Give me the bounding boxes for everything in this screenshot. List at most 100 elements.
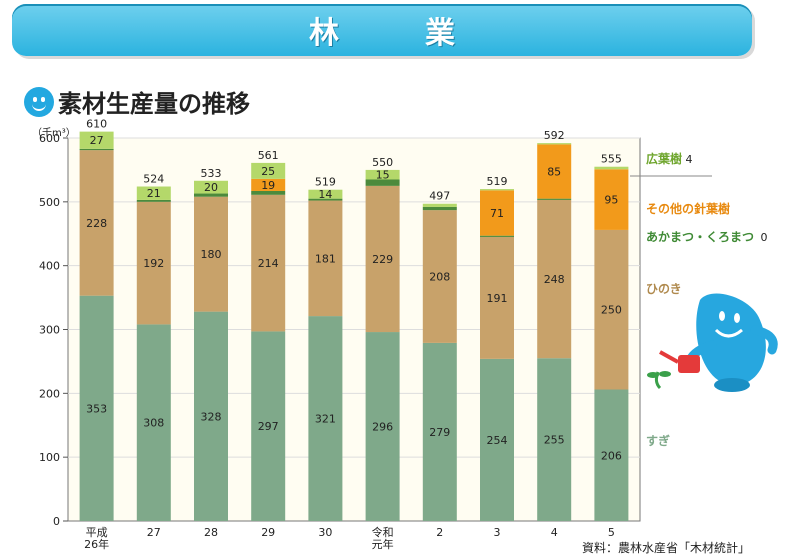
bar-segment bbox=[136, 324, 171, 521]
bar-segment bbox=[537, 198, 572, 200]
data-label: 27 bbox=[90, 134, 104, 147]
data-label: 206 bbox=[601, 449, 622, 462]
bar-segment bbox=[365, 185, 400, 333]
data-label: 192 bbox=[143, 257, 164, 270]
legend-label: あかまつ・くろまつ bbox=[646, 230, 754, 244]
bar-segment bbox=[422, 342, 457, 521]
page-title: 林 業 bbox=[309, 16, 483, 51]
total-label: 555 bbox=[601, 153, 622, 166]
total-label: 561 bbox=[258, 149, 279, 162]
data-label: 250 bbox=[601, 304, 622, 317]
bar-segment bbox=[194, 180, 228, 194]
data-label: 321 bbox=[315, 413, 336, 426]
data-label: 95 bbox=[604, 194, 618, 207]
data-label: 14 bbox=[318, 188, 332, 201]
bar-segment bbox=[365, 169, 400, 180]
mascot-face-icon bbox=[24, 86, 54, 117]
data-label: 19 bbox=[261, 179, 275, 192]
total-label: 519 bbox=[487, 175, 508, 188]
bar-segment bbox=[251, 162, 286, 179]
bar-segment bbox=[79, 148, 114, 151]
bar-segment bbox=[594, 166, 629, 170]
legend-label: 広葉樹 bbox=[646, 151, 682, 166]
bar-segment bbox=[480, 189, 514, 191]
bar-segment bbox=[251, 331, 286, 521]
total-label: 533 bbox=[201, 167, 222, 180]
data-label: 279 bbox=[429, 426, 450, 439]
total-label: 519 bbox=[315, 176, 336, 189]
data-label: 297 bbox=[258, 420, 279, 433]
data-label: 353 bbox=[86, 402, 107, 415]
x-tick-label: 2 bbox=[436, 526, 443, 539]
bar-segment bbox=[480, 358, 514, 521]
bar-segment bbox=[422, 206, 457, 211]
y-tick-label: 200 bbox=[39, 387, 60, 400]
data-label: 308 bbox=[143, 417, 164, 430]
data-label: 20 bbox=[204, 181, 218, 194]
data-label: 208 bbox=[429, 271, 450, 284]
y-tick-label: 400 bbox=[39, 260, 60, 273]
bar-segment bbox=[194, 193, 228, 197]
legend-label: ひのき bbox=[646, 282, 682, 296]
data-label: 328 bbox=[201, 410, 222, 423]
bar-segment bbox=[594, 389, 629, 521]
data-label: 15 bbox=[376, 169, 390, 182]
bar-segment bbox=[594, 169, 629, 230]
page-banner: 林 業 bbox=[12, 4, 752, 56]
chart-title: 素材生産量の推移 bbox=[58, 90, 250, 118]
bar-segment bbox=[480, 190, 514, 236]
legend-value: 0 bbox=[761, 231, 768, 244]
data-label: 296 bbox=[372, 421, 393, 434]
bar-segment bbox=[308, 200, 343, 317]
bar-segment bbox=[251, 178, 286, 191]
bar-segment bbox=[537, 199, 572, 359]
bar-segment bbox=[365, 179, 400, 186]
bar-segment bbox=[251, 194, 286, 332]
data-label: 255 bbox=[544, 434, 565, 447]
data-label: 229 bbox=[372, 253, 393, 266]
data-label: 248 bbox=[544, 273, 565, 286]
bar-segment bbox=[594, 229, 629, 390]
data-label: 21 bbox=[147, 187, 161, 200]
data-label: 191 bbox=[487, 292, 508, 305]
data-label: 71 bbox=[490, 207, 504, 220]
chart-heading: 素材生産量の推移 bbox=[24, 84, 250, 119]
source-note: 資料：農林水産省「木材統計」 bbox=[582, 541, 751, 555]
y-tick-label: 600 bbox=[39, 132, 60, 145]
bar-segment bbox=[79, 150, 114, 296]
mascot-with-watering-can-icon bbox=[647, 293, 778, 392]
bar-segment bbox=[136, 201, 171, 325]
bar-segment bbox=[79, 295, 114, 521]
bar-segment bbox=[136, 186, 171, 200]
bar-segment bbox=[480, 236, 514, 359]
data-label: 181 bbox=[315, 252, 336, 265]
bar-segment bbox=[308, 316, 343, 521]
legend-label: すぎ bbox=[646, 433, 670, 448]
bar-segment bbox=[194, 311, 228, 521]
total-label: 550 bbox=[372, 156, 393, 169]
x-tick-label: 4 bbox=[551, 526, 558, 539]
x-tick-label: 26年 bbox=[84, 537, 109, 551]
bar-segment bbox=[537, 358, 572, 521]
bar-segment bbox=[365, 332, 400, 521]
bar-segment bbox=[79, 131, 114, 149]
bar-segment bbox=[308, 198, 343, 201]
y-tick-label: 0 bbox=[53, 515, 60, 528]
legend-label: その他の針葉樹 bbox=[646, 201, 730, 216]
y-tick-label: 500 bbox=[39, 196, 60, 209]
bar-segment bbox=[194, 196, 228, 312]
y-tick-label: 100 bbox=[39, 451, 60, 464]
total-label: 524 bbox=[143, 173, 164, 186]
data-label: 228 bbox=[86, 217, 107, 230]
x-tick-label: 3 bbox=[494, 526, 501, 539]
total-label: 610 bbox=[86, 118, 107, 131]
x-tick-label: 30 bbox=[318, 526, 332, 539]
x-tick-label: 平成 bbox=[86, 526, 108, 539]
data-label: 214 bbox=[258, 257, 279, 270]
total-label: 497 bbox=[429, 190, 450, 203]
x-tick-label: 27 bbox=[147, 526, 161, 539]
bar-segment bbox=[537, 143, 572, 145]
data-label: 25 bbox=[261, 165, 275, 178]
data-label: 254 bbox=[487, 434, 508, 447]
